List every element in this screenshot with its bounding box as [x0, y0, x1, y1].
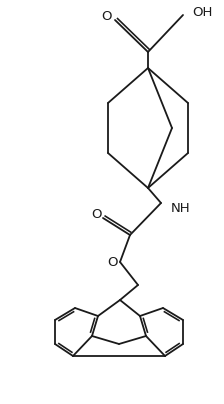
Text: OH: OH: [192, 6, 212, 19]
Text: NH: NH: [171, 202, 191, 215]
Text: O: O: [107, 255, 117, 269]
Text: O: O: [91, 208, 101, 221]
Text: O: O: [102, 11, 112, 23]
